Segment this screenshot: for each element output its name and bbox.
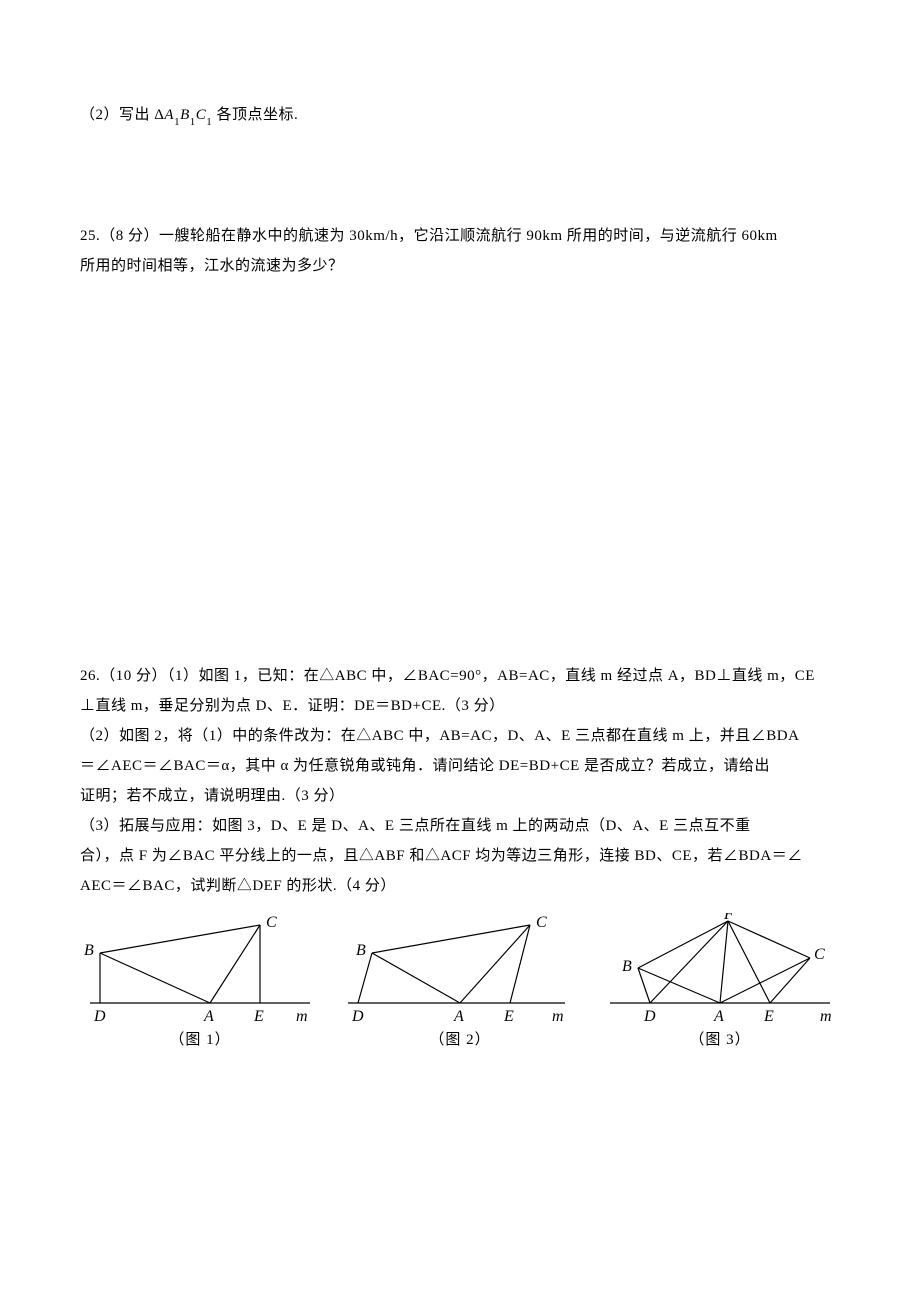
figure-3-block: B C F D A Em （图 3） <box>600 913 840 1055</box>
svg-text:D: D <box>643 1008 656 1023</box>
q24-2-suffix: 各顶点坐标. <box>212 107 298 123</box>
svg-text:E: E <box>253 1008 264 1023</box>
figure-3-caption: （图 3） <box>689 1025 750 1055</box>
q25-line-1: 25.（8 分）一艘轮船在静水中的航速为 30km/h，它沿江顺流航行 90km… <box>80 221 840 251</box>
svg-text:m: m <box>552 1008 564 1023</box>
figures-row: B C D A Em （图 1） B C D A Em （图 2） B C F D A Em （图 3） <box>80 913 840 1055</box>
q26-line-8: AEC＝∠BAC，试判断△DEF 的形状.（4 分） <box>80 871 840 901</box>
svg-text:C: C <box>814 946 825 963</box>
svg-text:A: A <box>713 1008 724 1023</box>
svg-text:D: D <box>93 1008 106 1023</box>
figure-1-svg: B C D A Em <box>80 913 320 1023</box>
figure-1-caption: （图 1） <box>169 1025 230 1055</box>
svg-text:D: D <box>351 1008 364 1023</box>
q26-line-7: 合），点 F 为∠BAC 平分线上的一点，且△ABF 和△ACF 均为等边三角形… <box>80 841 840 871</box>
figure-2-svg: B C D A Em <box>340 913 580 1023</box>
svg-text:B: B <box>356 942 366 959</box>
q26-line-1: 26.（10 分）（1）如图 1，已知：在△ABC 中，∠BAC=90°，AB=… <box>80 661 840 691</box>
figure-3-svg: B C F D A Em <box>600 913 840 1023</box>
svg-text:E: E <box>763 1008 774 1023</box>
figure-2-caption: （图 2） <box>429 1025 490 1055</box>
svg-text:F: F <box>723 913 734 923</box>
svg-text:B: B <box>84 942 94 959</box>
q26-line-3: （2）如图 2，将（1）中的条件改为：在△ABC 中，AB=AC，D、A、E 三… <box>80 721 840 751</box>
question-24-part-2: （2）写出 ΔA1B1C1 各顶点坐标. <box>80 100 840 131</box>
question-26: 26.（10 分）（1）如图 1，已知：在△ABC 中，∠BAC=90°，AB=… <box>80 661 840 901</box>
svg-text:m: m <box>820 1008 832 1023</box>
svg-text:B: B <box>622 958 632 975</box>
svg-text:A: A <box>203 1008 214 1023</box>
question-25: 25.（8 分）一艘轮船在静水中的航速为 30km/h，它沿江顺流航行 90km… <box>80 221 840 281</box>
q25-line-2: 所用的时间相等，江水的流速为多少？ <box>80 251 840 281</box>
q24-2-math: ΔA1B1C1 <box>154 107 212 123</box>
svg-text:A: A <box>453 1008 464 1023</box>
svg-text:C: C <box>266 914 277 931</box>
q26-line-6: （3）拓展与应用：如图 3，D、E 是 D、A、E 三点所在直线 m 上的两动点… <box>80 811 840 841</box>
q26-line-5: 证明；若不成立，请说明理由.（3 分） <box>80 781 840 811</box>
exam-page: （2）写出 ΔA1B1C1 各顶点坐标. 25.（8 分）一艘轮船在静水中的航速… <box>0 0 920 1115</box>
svg-text:C: C <box>536 914 547 931</box>
q26-line-4: ＝∠AEC＝∠BAC＝α，其中 α 为任意锐角或钝角．请问结论 DE=BD+CE… <box>80 751 840 781</box>
figure-2-block: B C D A Em （图 2） <box>340 913 580 1055</box>
q26-line-2: ⊥直线 m，垂足分别为点 D、E．证明：DE＝BD+CE.（3 分） <box>80 691 840 721</box>
svg-text:E: E <box>503 1008 514 1023</box>
q24-2-prefix: （2）写出 <box>80 107 154 123</box>
svg-text:m: m <box>296 1008 308 1023</box>
figure-1-block: B C D A Em （图 1） <box>80 913 320 1055</box>
